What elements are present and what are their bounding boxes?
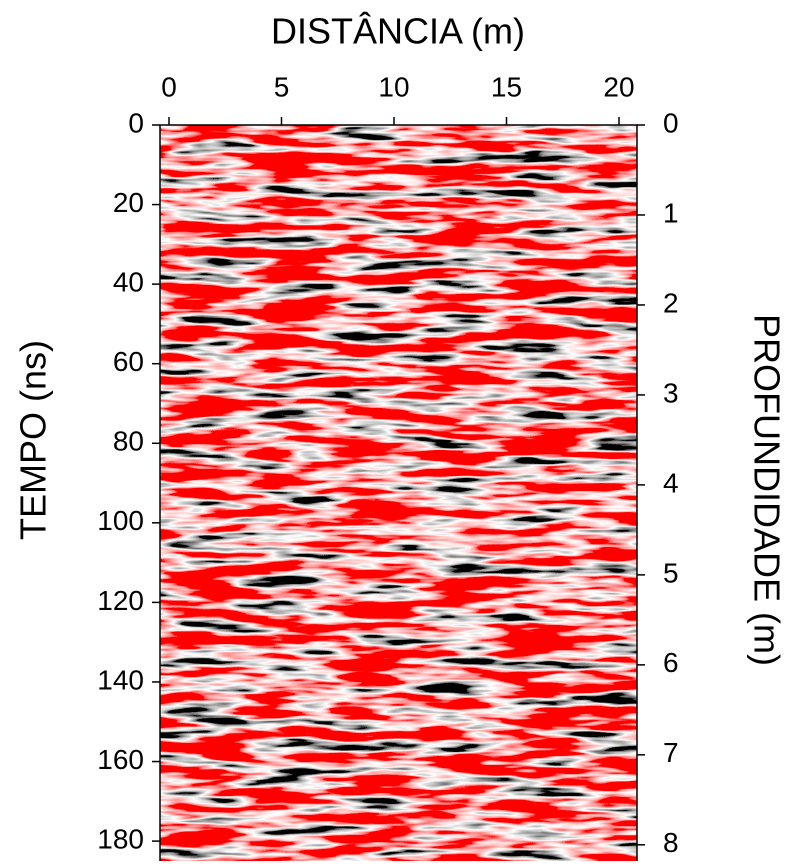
y-tick-label: 80 bbox=[113, 426, 144, 457]
y2-tick-label: 5 bbox=[663, 557, 679, 588]
y2-tick-label: 8 bbox=[663, 827, 679, 858]
y-tick-label: 120 bbox=[97, 585, 144, 616]
y2-axis-title: PROFUNDIDADE (m) bbox=[746, 314, 787, 666]
x-axis-title: DISTÂNCIA (m) bbox=[271, 11, 525, 52]
x-tick-label: 15 bbox=[491, 71, 522, 102]
y-tick-label: 40 bbox=[113, 267, 144, 298]
y2-tick-label: 3 bbox=[663, 377, 679, 408]
y-tick-label: 140 bbox=[97, 664, 144, 695]
y-axis-title: TEMPO (ns) bbox=[13, 340, 54, 540]
x-tick-label: 5 bbox=[274, 71, 290, 102]
y2-tick-label: 6 bbox=[663, 647, 679, 678]
y2-tick-label: 1 bbox=[663, 197, 679, 228]
y-tick-label: 20 bbox=[113, 187, 144, 218]
y-tick-label: 0 bbox=[128, 107, 144, 138]
x-tick-label: 10 bbox=[378, 71, 409, 102]
y2-tick-label: 0 bbox=[663, 107, 679, 138]
y2-tick-label: 7 bbox=[663, 737, 679, 768]
y-tick-label: 180 bbox=[97, 823, 144, 854]
x-tick-label: 20 bbox=[603, 71, 634, 102]
y-tick-label: 160 bbox=[97, 744, 144, 775]
y-tick-label: 100 bbox=[97, 505, 144, 536]
y2-tick-label: 4 bbox=[663, 467, 679, 498]
y2-tick-label: 2 bbox=[663, 287, 679, 318]
y-tick-label: 60 bbox=[113, 346, 144, 377]
x-tick-label: 0 bbox=[161, 71, 177, 102]
radargram bbox=[160, 125, 637, 861]
